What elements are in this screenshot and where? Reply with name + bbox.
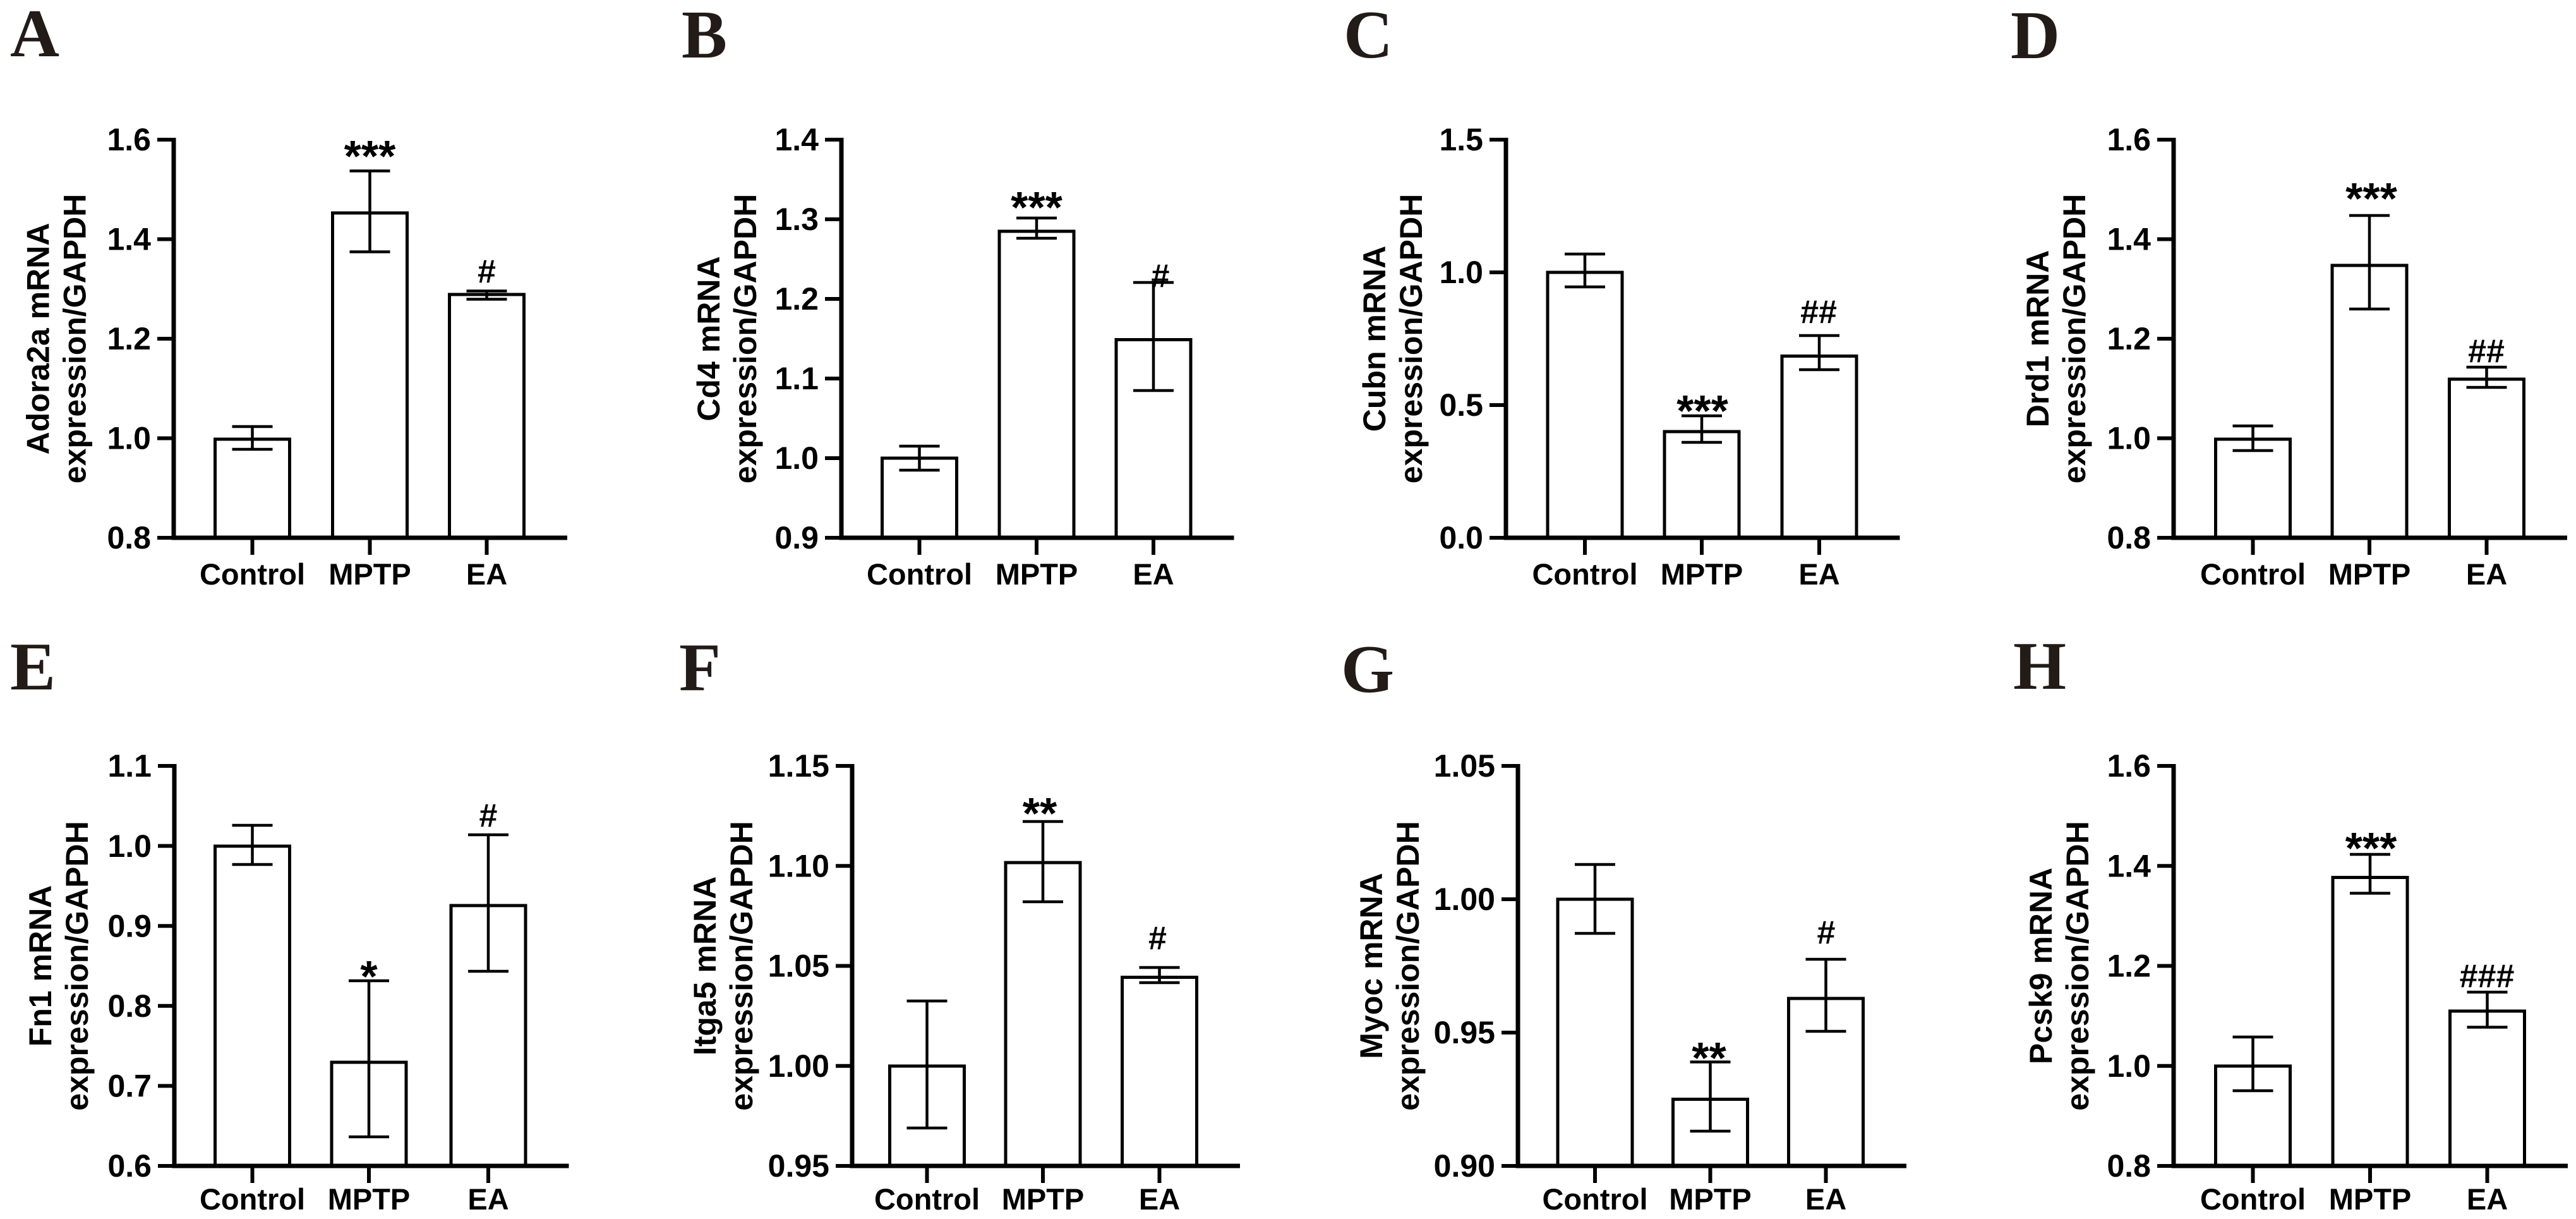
- svg-text:H: H: [2013, 629, 2066, 704]
- svg-text:###: ###: [2460, 958, 2515, 995]
- svg-text:Control: Control: [874, 1182, 980, 1216]
- svg-text:1.05: 1.05: [1434, 748, 1495, 784]
- svg-text:0.6: 0.6: [107, 1148, 152, 1184]
- svg-text:1.2: 1.2: [107, 321, 151, 356]
- svg-text:#: #: [1817, 914, 1836, 951]
- svg-text:1.2: 1.2: [774, 281, 819, 317]
- svg-text:0.95: 0.95: [1434, 1015, 1495, 1050]
- svg-text:MPTP: MPTP: [2329, 1182, 2412, 1216]
- svg-text:##: ##: [1800, 294, 1837, 331]
- svg-text:1.0: 1.0: [1439, 255, 1483, 290]
- svg-text:Control: Control: [2200, 557, 2306, 591]
- svg-text:##: ##: [2468, 333, 2505, 370]
- svg-text:1.4: 1.4: [2107, 222, 2151, 257]
- svg-text:Drd1 mRNAexpression/GAPDH: Drd1 mRNAexpression/GAPDH: [2020, 194, 2092, 483]
- svg-text:Control: Control: [1542, 1182, 1647, 1216]
- svg-text:G: G: [1341, 632, 1394, 707]
- svg-text:0.0: 0.0: [1439, 520, 1483, 555]
- svg-text:EA: EA: [1133, 557, 1174, 591]
- svg-text:Control: Control: [200, 1182, 305, 1216]
- svg-text:1.0: 1.0: [2107, 1048, 2151, 1084]
- svg-text:EA: EA: [2467, 1182, 2508, 1216]
- svg-text:EA: EA: [1139, 1182, 1180, 1216]
- svg-text:***: ***: [344, 131, 396, 181]
- svg-text:1.4: 1.4: [2107, 848, 2151, 883]
- svg-text:E: E: [10, 629, 56, 705]
- svg-text:1.6: 1.6: [2107, 122, 2151, 157]
- svg-text:#: #: [1152, 258, 1170, 294]
- svg-text:#: #: [478, 253, 496, 290]
- svg-text:1.0: 1.0: [107, 828, 152, 864]
- svg-text:0.8: 0.8: [2107, 1148, 2151, 1184]
- svg-text:EA: EA: [467, 1182, 509, 1216]
- svg-text:Control: Control: [200, 557, 305, 591]
- svg-text:1.4: 1.4: [107, 222, 151, 257]
- svg-text:1.00: 1.00: [768, 1048, 829, 1084]
- svg-text:EA: EA: [2466, 557, 2507, 591]
- svg-text:1.1: 1.1: [774, 361, 819, 396]
- svg-text:1.15: 1.15: [768, 748, 829, 784]
- svg-text:MPTP: MPTP: [1661, 557, 1743, 591]
- svg-text:**: **: [1692, 1033, 1726, 1083]
- svg-text:Adora2a mRNAexpression/GAPDH: Adora2a mRNAexpression/GAPDH: [21, 194, 93, 483]
- svg-text:0.8: 0.8: [107, 520, 151, 555]
- svg-text:MPTP: MPTP: [996, 557, 1078, 591]
- svg-text:0.8: 0.8: [2107, 520, 2151, 555]
- svg-text:Control: Control: [2200, 1182, 2306, 1216]
- svg-text:***: ***: [2345, 823, 2397, 873]
- svg-text:1.00: 1.00: [1434, 882, 1495, 917]
- svg-text:1.6: 1.6: [107, 122, 151, 157]
- svg-text:MPTP: MPTP: [1002, 1182, 1085, 1216]
- svg-text:#: #: [1148, 920, 1167, 957]
- svg-text:MPTP: MPTP: [328, 557, 411, 591]
- svg-text:Itga5 mRNAexpression/GAPDH: Itga5 mRNAexpression/GAPDH: [687, 821, 759, 1110]
- svg-text:0.9: 0.9: [107, 908, 152, 943]
- svg-text:Myoc mRNAexpression/GAPDH: Myoc mRNAexpression/GAPDH: [1354, 821, 1426, 1110]
- svg-text:#: #: [479, 798, 498, 834]
- svg-text:0.8: 0.8: [107, 988, 152, 1024]
- svg-text:0.95: 0.95: [768, 1148, 829, 1184]
- svg-text:MPTP: MPTP: [328, 1182, 411, 1216]
- svg-text:D: D: [2011, 0, 2060, 73]
- svg-text:**: **: [1023, 789, 1057, 838]
- svg-text:1.0: 1.0: [774, 440, 819, 476]
- svg-text:Fn1 mRNAexpression/GAPDH: Fn1 mRNAexpression/GAPDH: [23, 821, 95, 1110]
- svg-text:Cd4 mRNAexpression/GAPDH: Cd4 mRNAexpression/GAPDH: [691, 194, 763, 483]
- svg-text:1.6: 1.6: [2107, 748, 2151, 784]
- svg-text:1.1: 1.1: [107, 748, 152, 784]
- svg-text:Control: Control: [1532, 557, 1637, 591]
- svg-text:B: B: [682, 0, 727, 73]
- svg-text:1.3: 1.3: [774, 202, 819, 237]
- svg-text:0.9: 0.9: [774, 520, 819, 555]
- svg-text:EA: EA: [1798, 557, 1839, 591]
- svg-text:0.5: 0.5: [1439, 387, 1483, 423]
- svg-text:C: C: [1344, 0, 1393, 73]
- svg-text:*: *: [360, 952, 378, 1001]
- svg-text:Control: Control: [867, 557, 972, 591]
- svg-text:1.0: 1.0: [107, 421, 151, 456]
- svg-text:F: F: [679, 630, 721, 705]
- svg-text:MPTP: MPTP: [2328, 557, 2411, 591]
- svg-text:EA: EA: [1805, 1182, 1846, 1216]
- svg-text:***: ***: [1011, 183, 1062, 232]
- svg-text:0.90: 0.90: [1434, 1148, 1495, 1184]
- svg-text:Pcsk9 mRNAexpression/GAPDH: Pcsk9 mRNAexpression/GAPDH: [2023, 821, 2095, 1110]
- svg-text:A: A: [10, 0, 59, 71]
- svg-text:***: ***: [2345, 174, 2397, 223]
- svg-text:1.4: 1.4: [774, 122, 819, 157]
- svg-text:EA: EA: [466, 557, 507, 591]
- svg-text:MPTP: MPTP: [1669, 1182, 1752, 1216]
- svg-text:1.10: 1.10: [768, 848, 829, 883]
- svg-text:0.7: 0.7: [107, 1069, 152, 1104]
- svg-text:1.2: 1.2: [2107, 949, 2151, 984]
- svg-text:***: ***: [1676, 386, 1728, 435]
- svg-text:Cubn mRNAexpression/GAPDH: Cubn mRNAexpression/GAPDH: [1357, 194, 1429, 483]
- svg-text:1.2: 1.2: [2107, 321, 2151, 356]
- svg-text:1.05: 1.05: [768, 949, 829, 984]
- svg-text:1.0: 1.0: [2107, 421, 2151, 456]
- svg-text:1.5: 1.5: [1439, 122, 1483, 157]
